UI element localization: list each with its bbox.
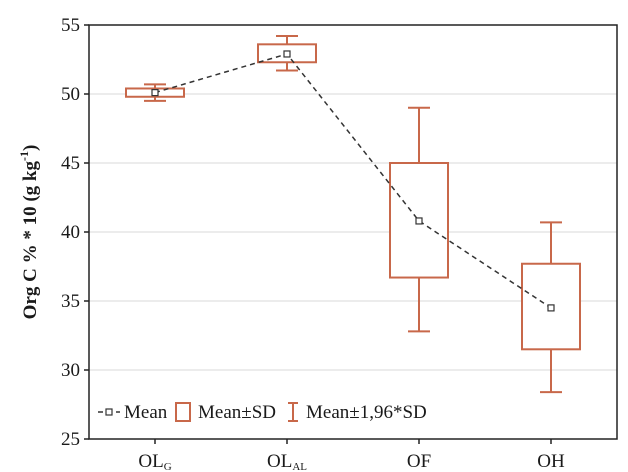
y-tick-label: 45 bbox=[61, 153, 80, 174]
y-axis-ticks: 25 30 35 40 45 50 55 bbox=[61, 15, 89, 450]
y-axis-label-sup: -1 bbox=[17, 151, 31, 161]
y-tick-label: 50 bbox=[61, 84, 80, 105]
y-tick-label: 30 bbox=[61, 360, 80, 381]
legend: Mean Mean±SD Mean±1,96*SD bbox=[98, 402, 427, 423]
y-tick-label: 55 bbox=[61, 15, 80, 36]
x-axis-ticks: OLG OLAL OF OH bbox=[138, 439, 565, 472]
y-axis-label: Org C % * 10 (g kg-1) bbox=[17, 145, 41, 320]
x-tick-label: OLG bbox=[138, 451, 171, 472]
mean-line bbox=[154, 53, 552, 309]
mean-marker bbox=[283, 50, 291, 58]
y-tick-label: 35 bbox=[61, 291, 80, 312]
y-axis-label-end: ) bbox=[20, 145, 41, 151]
y-tick-label: 25 bbox=[61, 429, 80, 450]
mean-marker bbox=[151, 89, 159, 97]
mean-marker bbox=[415, 217, 423, 225]
x-tick-label: OH bbox=[537, 451, 565, 472]
plot-area bbox=[125, 35, 581, 394]
y-axis-label-main: Org C % * 10 (g kg bbox=[20, 161, 41, 320]
x-tick-label: OF bbox=[407, 451, 431, 472]
x-tick-label: OLAL bbox=[267, 451, 307, 472]
legend-mean-marker bbox=[105, 408, 113, 416]
legend-ci-label: Mean±1,96*SD bbox=[306, 402, 427, 423]
legend-sd-box bbox=[175, 402, 191, 422]
y-tick-label: 40 bbox=[61, 222, 80, 243]
legend-sd-label: Mean±SD bbox=[198, 402, 276, 423]
legend-mean-label: Mean bbox=[124, 402, 168, 423]
legend-ci-whisker bbox=[288, 402, 298, 422]
mean-marker bbox=[547, 304, 555, 312]
